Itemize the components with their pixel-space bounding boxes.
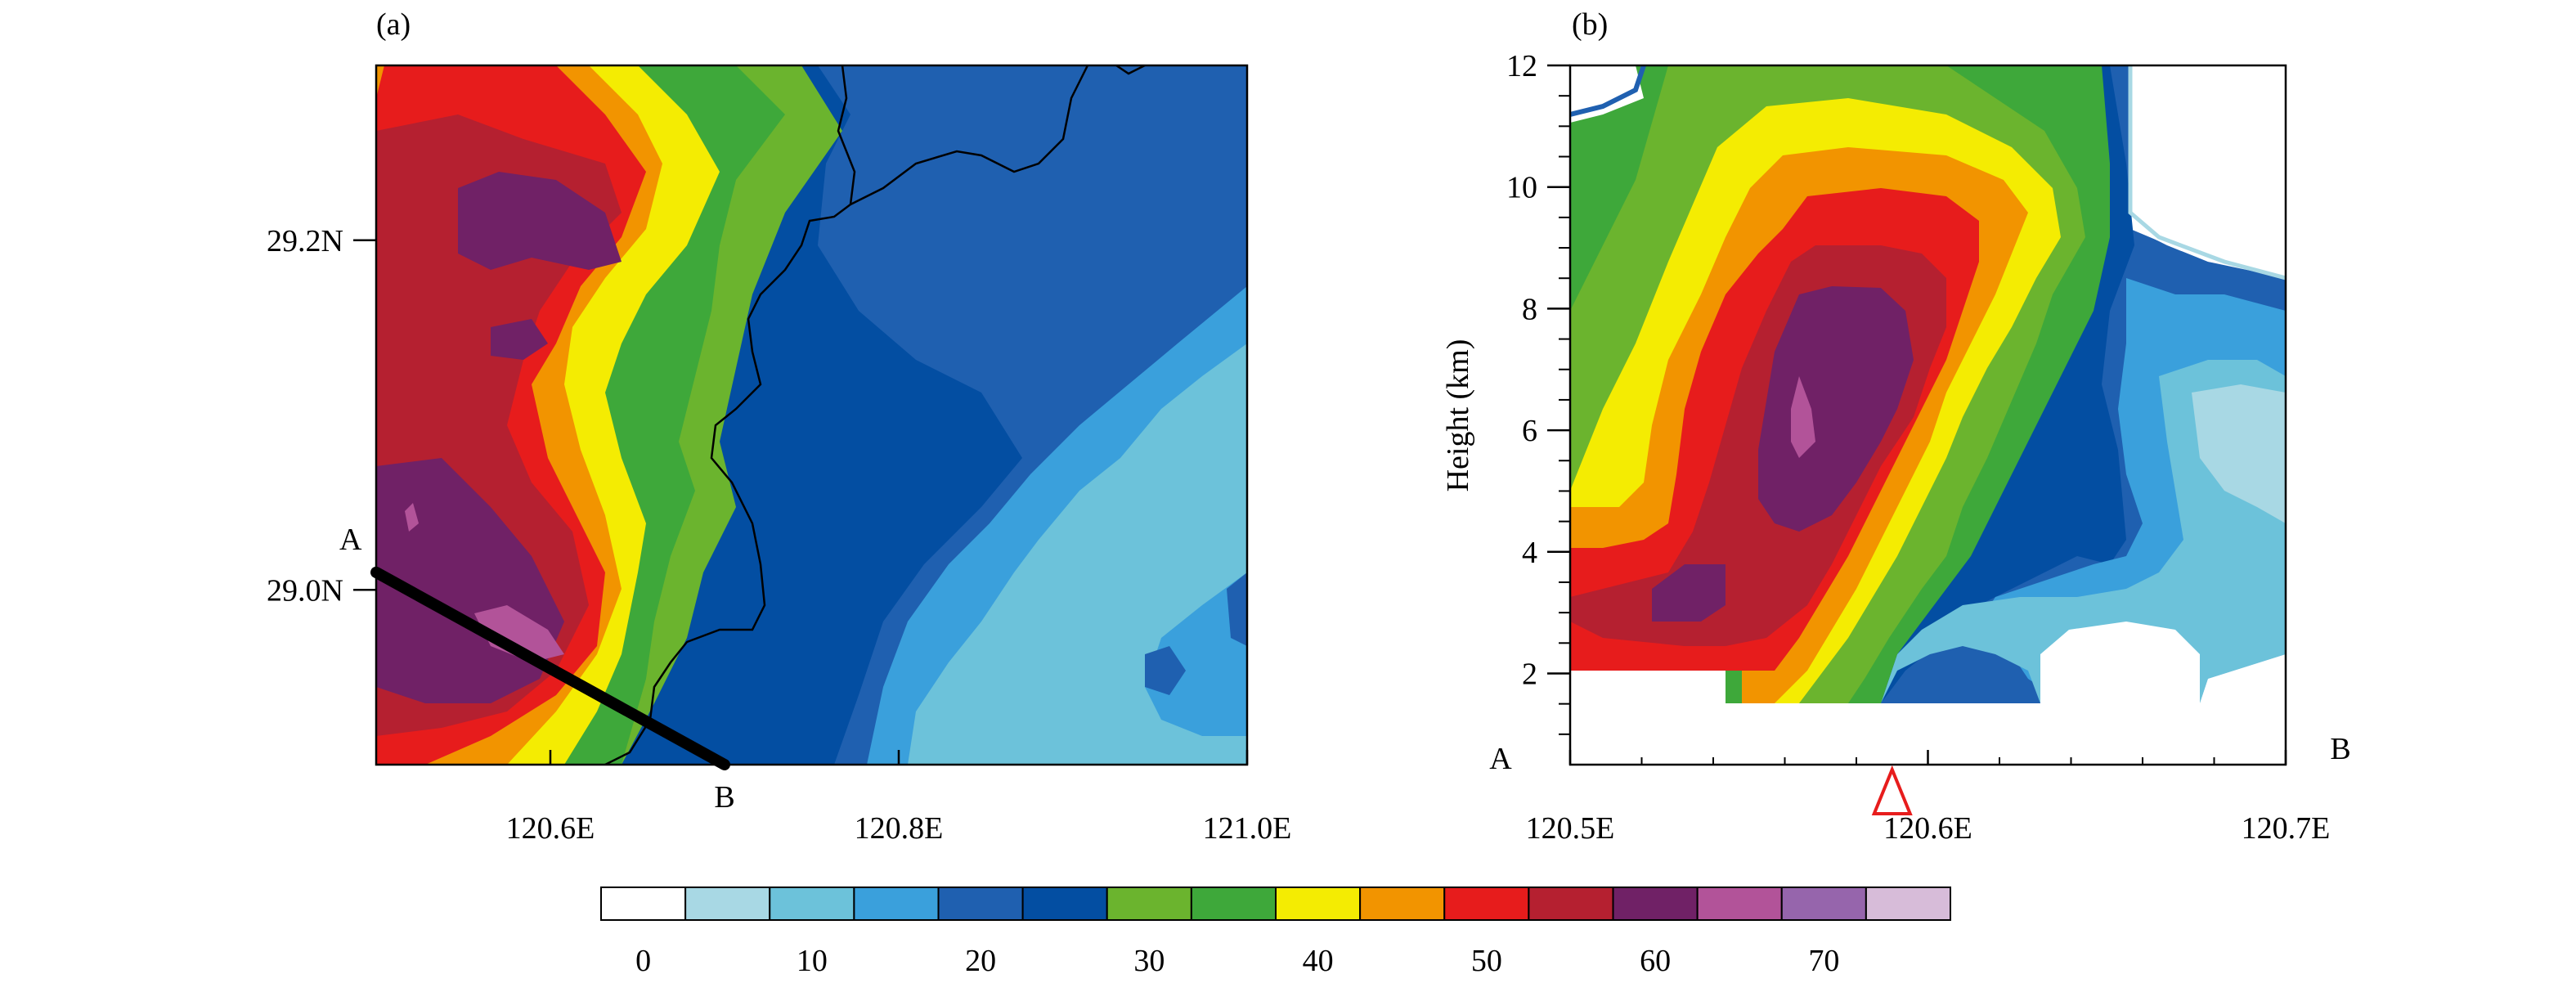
field-band-65 bbox=[474, 605, 564, 662]
colorbar-swatch bbox=[1696, 887, 1783, 921]
coastline-corner bbox=[1115, 65, 1146, 75]
xs-no-echo-top-right bbox=[2130, 65, 2286, 278]
panel-a-y-tick-label: 29.0N bbox=[267, 573, 343, 608]
field-band-60-mid bbox=[491, 319, 548, 360]
colorbar-swatch bbox=[853, 887, 940, 921]
panel-b-x-tick-label: 120.7E bbox=[2242, 811, 2331, 846]
panel-a-y-tick-label: 29.2N bbox=[267, 224, 343, 258]
xs-band-60 bbox=[1758, 286, 1914, 532]
colorbar-swatch bbox=[1612, 887, 1699, 921]
colorbar-tick-label: 70 bbox=[1808, 944, 1839, 978]
colorbar-tick-label: 30 bbox=[1133, 944, 1165, 978]
xs-band-5 bbox=[2192, 384, 2286, 523]
panel-a-y-ticks: 29.0N 29.2N bbox=[267, 224, 376, 608]
colorbar-tick-label: 20 bbox=[965, 944, 996, 978]
colorbar-swatch bbox=[1443, 887, 1530, 921]
panel-a-field bbox=[376, 65, 1247, 765]
colorbar-tick-label: 60 bbox=[1640, 944, 1671, 978]
xs-band-60-low bbox=[1652, 564, 1726, 622]
coastline-west bbox=[604, 65, 856, 765]
colorbar-swatch bbox=[1106, 887, 1192, 921]
colorbar-swatch bbox=[1359, 887, 1446, 921]
panel-a-map: (a) 120.6E 120.8E 121.0E 29 bbox=[267, 7, 1291, 846]
colorbar-swatch bbox=[1190, 887, 1277, 921]
xs-band-65 bbox=[1791, 376, 1815, 458]
colorbar-swatch bbox=[1021, 887, 1108, 921]
field-band-65-small bbox=[405, 503, 419, 532]
colorbar-swatch bbox=[600, 887, 687, 921]
panel-b-y-ticks: 2 4 6 8 10 12 bbox=[1506, 49, 1570, 735]
colorbar-swatch bbox=[1275, 887, 1362, 921]
colorbar-tick-label: 40 bbox=[1303, 944, 1334, 978]
colorbar-swatch bbox=[1865, 887, 1951, 921]
colorbar-swatch bbox=[1780, 887, 1867, 921]
colorbar-tick-label: 50 bbox=[1471, 944, 1502, 978]
panel-a-label: (a) bbox=[376, 7, 411, 42]
xs-no-echo-bottom bbox=[1570, 622, 2286, 765]
cross-section-end-label: B bbox=[714, 780, 734, 815]
panel-b-left-end-label: A bbox=[1489, 742, 1512, 776]
coastline-east bbox=[850, 65, 1089, 206]
panel-b-x-ticks: 120.5E 120.6E 120.7E bbox=[1526, 750, 2331, 846]
field-band-20-patch bbox=[1145, 646, 1186, 695]
panel-b-y-tick-label: 10 bbox=[1506, 171, 1537, 205]
panel-a-x-tick-label: 120.6E bbox=[506, 811, 595, 846]
panel-b-x-tick-label: 120.5E bbox=[1526, 811, 1615, 846]
xs-band-10 bbox=[1881, 360, 2286, 703]
panel-a-frame bbox=[375, 64, 1249, 766]
xs-edge-top-right bbox=[2128, 65, 2286, 281]
panel-a-x-ticks: 120.6E 120.8E 121.0E bbox=[506, 750, 1292, 846]
colorbar-swatch bbox=[769, 887, 855, 921]
panel-b-y-axis-title: Height (km) bbox=[1441, 339, 1475, 492]
panel-a-x-tick-label: 120.8E bbox=[855, 811, 944, 846]
colorbar-tick-label: 0 bbox=[635, 944, 651, 978]
panel-b-y-tick-label: 2 bbox=[1522, 657, 1537, 691]
panel-b-x-tick-label: 120.6E bbox=[1883, 811, 1972, 846]
panel-b-y-tick-label: 6 bbox=[1522, 414, 1537, 448]
cross-section-start-label: A bbox=[339, 523, 362, 557]
xs-edge-top-left bbox=[1570, 65, 1646, 117]
panel-b-y-tick-label: 4 bbox=[1522, 536, 1537, 570]
field-band-60-north bbox=[458, 172, 622, 270]
field-band-10 bbox=[908, 343, 1247, 765]
colorbar-swatch bbox=[684, 887, 771, 921]
panel-b-y-tick-label: 8 bbox=[1522, 292, 1537, 326]
panel-b-right-end-label: B bbox=[2330, 732, 2350, 766]
panel-b-label: (b) bbox=[1572, 7, 1608, 42]
location-marker-triangle-icon bbox=[1871, 765, 1913, 815]
colorbar-swatch bbox=[1528, 887, 1614, 921]
panel-b-field bbox=[1570, 65, 2286, 765]
cross-section-line bbox=[370, 566, 730, 770]
colorbar-tick-label: 10 bbox=[797, 944, 828, 978]
colorbar: 0 10 20 30 40 50 60 70 bbox=[600, 887, 1951, 978]
panel-a-x-tick-label: 121.0E bbox=[1203, 811, 1292, 846]
field-band-20-patch2 bbox=[1227, 572, 1247, 646]
colorbar-swatch bbox=[937, 887, 1024, 921]
panel-b-y-tick-label: 12 bbox=[1506, 49, 1537, 83]
